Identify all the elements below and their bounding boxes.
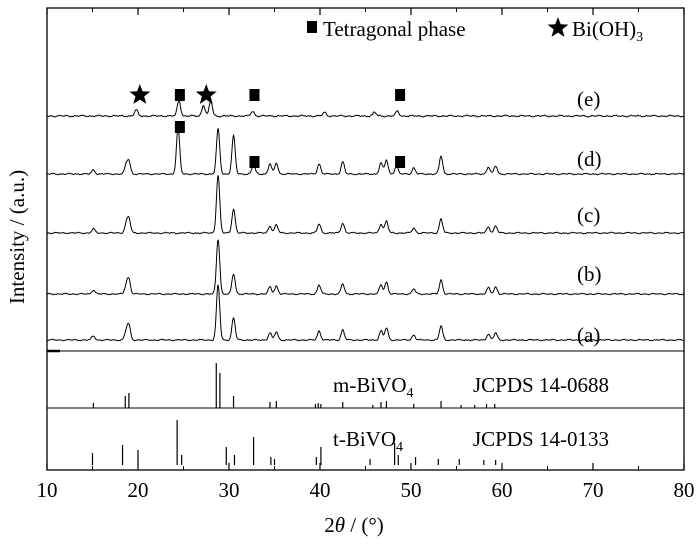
legend-star-marker [547,17,569,37]
series-line [46,126,685,176]
legend-label-tetragonal: Tetragonal phase [323,17,466,41]
series-label: (c) [577,203,600,227]
x-tick-label: 40 [310,478,331,502]
x-tick-label: 70 [583,478,604,502]
y-axis-title: Intensity / (a.u.) [5,170,29,304]
reference-label-m-bivo4: m-BiVO4 [333,373,414,401]
reference-card-t-bivo4: JCPDS 14-0133 [473,427,609,451]
series-line [46,239,684,296]
legend-label-bioh3: Bi(OH)3 [572,17,643,45]
x-tick-label: 10 [37,478,58,502]
tetragonal-phase-marker [249,156,260,168]
series-line [46,175,685,235]
bioh3-star-marker [129,84,151,104]
plot-area: 10 20 30 40 50 60 70 80 (a) (b) (c) (d) (e) [37,7,695,502]
series-label: (d) [577,147,602,171]
tetragonal-phase-marker [249,89,260,101]
series-label: (b) [577,262,602,286]
tetragonal-phase-marker [174,121,185,133]
reference-label-t-bivo4: t-BiVO4 [333,427,403,455]
reference-card-m-bivo4: JCPDS 14-0688 [473,373,609,397]
tetragonal-phase-marker [395,156,406,168]
tetragonal-phase-marker [395,89,406,101]
plot-frame [46,7,685,471]
legend: Tetragonal phase Bi(OH)3 [307,17,643,45]
x-tick-label: 50 [401,478,422,502]
legend-square-marker [307,21,317,33]
tetragonal-phase-marker [174,89,185,101]
x-tick-label: 60 [492,478,513,502]
x-tick-label: 20 [128,478,149,502]
x-tick-label: 80 [674,478,695,502]
bioh3-star-marker [195,84,217,104]
series-label: (a) [577,323,600,347]
series-line [46,99,685,118]
series-line [46,284,685,342]
series-label: (e) [577,87,600,111]
x-tick-label: 30 [219,478,240,502]
x-axis-title: 2θ / (°) [324,513,384,537]
